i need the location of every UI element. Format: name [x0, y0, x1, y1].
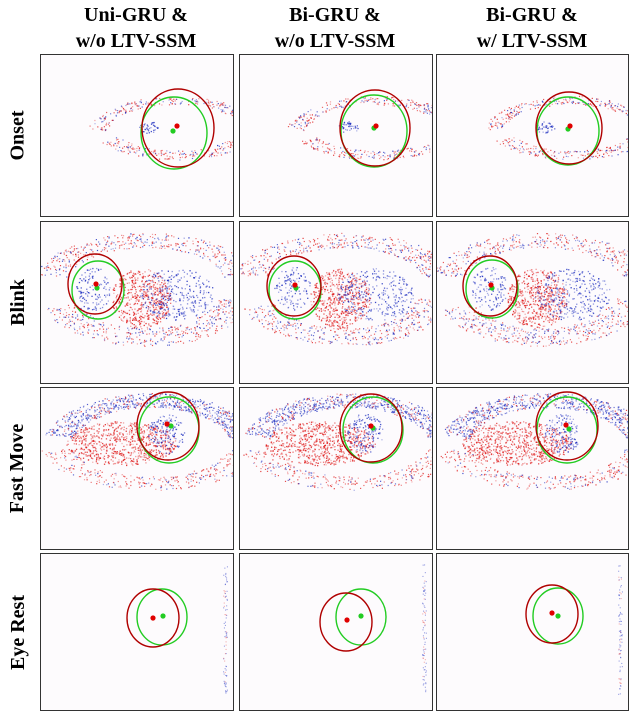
event-frame — [41, 233, 233, 347]
panel-fast-col3 — [436, 387, 629, 550]
column-header-line1: Bi-GRU & — [289, 4, 381, 26]
prediction-circle — [462, 255, 518, 317]
event-frame — [243, 393, 432, 491]
prediction-circle — [319, 592, 373, 652]
prediction-center-dot — [292, 282, 298, 288]
panel-fast-col2 — [239, 387, 433, 550]
prediction-center-dot — [164, 421, 170, 427]
event-texture — [437, 233, 628, 347]
prediction-circle — [525, 584, 579, 644]
event-texture — [618, 565, 623, 695]
prediction-center-dot — [174, 123, 180, 129]
ground-truth-circle — [71, 260, 125, 320]
ground-truth-circle — [140, 96, 208, 170]
ground-truth-center-dot — [566, 426, 572, 432]
ground-truth-center-dot — [555, 613, 561, 619]
column-header-line1: Uni-GRU & — [84, 4, 188, 26]
row-label-blink: Blink — [6, 279, 29, 326]
prediction-center-dot — [150, 615, 156, 621]
panel-blink-col3 — [436, 221, 629, 384]
event-texture — [223, 566, 228, 694]
event-frame — [126, 566, 228, 694]
prediction-center-dot — [368, 423, 374, 429]
prediction-circle — [67, 253, 123, 315]
ground-truth-circle — [340, 94, 408, 168]
column-header-bi-gru-wo-ltv: Bi-GRU & w/o LTV-SSM — [237, 2, 433, 54]
event-frame — [287, 89, 432, 168]
prediction-center-dot — [344, 617, 350, 623]
prediction-circle — [535, 91, 603, 165]
prediction-circle — [339, 89, 411, 167]
prediction-circle — [339, 393, 403, 463]
ground-truth-center-dot — [170, 128, 176, 134]
event-texture — [89, 96, 233, 161]
ground-truth-circle — [342, 396, 404, 464]
event-frame — [240, 232, 432, 346]
column-header-uni-gru-wo-ltv: Uni-GRU & w/o LTV-SSM — [38, 2, 234, 54]
ground-truth-center-dot — [94, 285, 100, 291]
panel-blink-col1 — [40, 221, 234, 384]
event-frame — [89, 88, 233, 170]
event-texture — [287, 96, 432, 161]
panel-rest-col3 — [436, 553, 629, 711]
event-texture — [41, 393, 233, 491]
column-header-line2: w/ LTV-SSM — [476, 30, 588, 52]
event-texture — [41, 233, 233, 347]
prediction-center-dot — [373, 123, 379, 129]
prediction-center-dot — [567, 123, 573, 129]
event-frame — [41, 391, 233, 491]
event-frame — [440, 391, 628, 490]
panel-blink-col2 — [239, 221, 433, 384]
panel-onset-col3 — [436, 54, 629, 217]
column-header-bi-gru-w-ltv: Bi-GRU & w/ LTV-SSM — [434, 2, 629, 54]
ground-truth-circle — [536, 96, 600, 166]
prediction-center-dot — [93, 281, 99, 287]
panel-onset-col1 — [40, 54, 234, 217]
panel-rest-col2 — [239, 553, 433, 711]
ground-truth-circle — [532, 587, 584, 645]
prediction-circle — [535, 391, 599, 461]
column-header-line2: w/o LTV-SSM — [274, 30, 396, 52]
event-frame — [319, 564, 427, 693]
event-frame — [525, 565, 623, 695]
prediction-circle — [266, 255, 322, 317]
panel-fast-col1 — [40, 387, 234, 550]
event-frame — [437, 233, 628, 347]
row-label-eye-rest: Eye Rest — [6, 594, 29, 670]
ground-truth-center-dot — [168, 423, 174, 429]
prediction-circle — [136, 391, 200, 461]
column-header-line1: Bi-GRU & — [486, 4, 578, 26]
prediction-circle — [126, 588, 180, 648]
ground-truth-center-dot — [160, 613, 166, 619]
event-texture — [422, 564, 427, 693]
event-texture — [488, 95, 628, 160]
ground-truth-center-dot — [358, 613, 364, 619]
prediction-circle — [141, 88, 215, 168]
row-label-fast-move: Fast Move — [6, 423, 29, 514]
prediction-center-dot — [563, 422, 569, 428]
event-texture — [440, 393, 628, 490]
column-header-line2: w/o LTV-SSM — [75, 30, 197, 52]
ground-truth-circle — [536, 396, 598, 464]
panel-rest-col1 — [40, 553, 234, 711]
row-label-onset: Onset — [6, 110, 29, 161]
event-texture — [243, 393, 432, 491]
prediction-center-dot — [549, 610, 555, 616]
event-frame — [488, 91, 628, 166]
prediction-center-dot — [488, 282, 494, 288]
ground-truth-circle — [465, 259, 519, 319]
panel-onset-col2 — [239, 54, 433, 217]
